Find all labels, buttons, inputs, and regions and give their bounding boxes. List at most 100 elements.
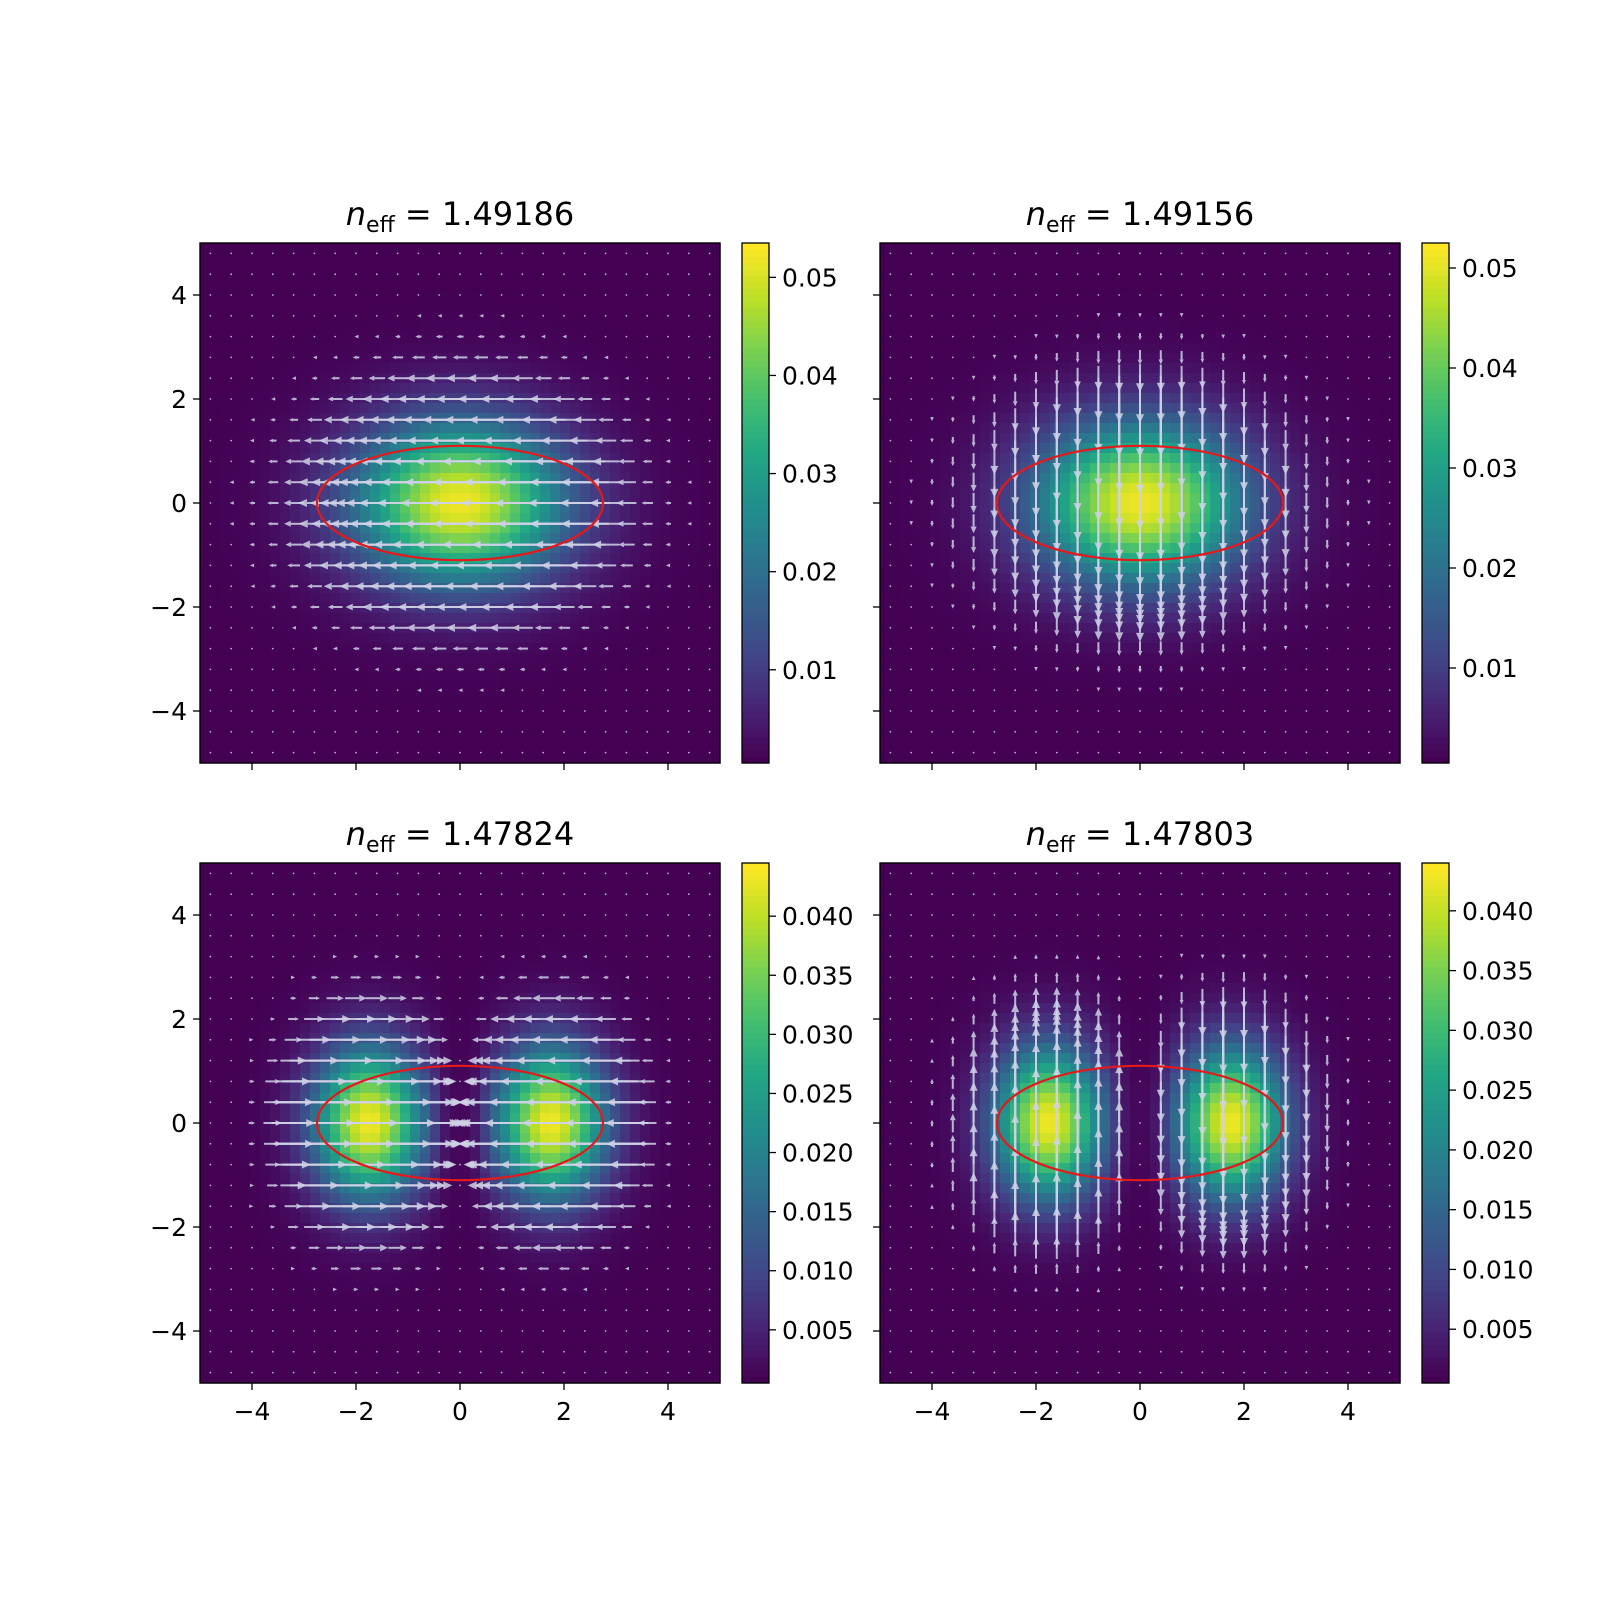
heatmap-cell	[940, 753, 951, 764]
heatmap-cell	[270, 353, 281, 364]
heatmap-cell	[980, 703, 991, 714]
heatmap-cell	[650, 453, 661, 464]
quiver-arrow	[604, 730, 607, 733]
heatmap-cell	[930, 553, 941, 564]
heatmap-cell	[360, 653, 371, 664]
heatmap-cell	[630, 263, 641, 274]
heatmap-cell	[990, 713, 1001, 724]
quiver-head	[306, 583, 313, 589]
heatmap-cell	[290, 243, 301, 254]
heatmap-cell	[530, 483, 541, 494]
heatmap-cell	[580, 473, 591, 484]
heatmap-cell	[530, 403, 541, 414]
heatmap-cell	[890, 733, 901, 744]
heatmap-cell	[330, 753, 341, 764]
heatmap-cell	[410, 403, 421, 414]
heatmap-cell	[230, 533, 241, 544]
heatmap-cell	[480, 673, 491, 684]
heatmap-cell	[680, 583, 691, 594]
heatmap-cell	[680, 353, 691, 364]
heatmap-cell	[680, 313, 691, 324]
heatmap-cell	[430, 653, 441, 664]
heatmap-cell	[320, 253, 331, 264]
heatmap-cell	[940, 523, 951, 534]
heatmap-cell	[1030, 673, 1041, 684]
quiver-arrow	[477, 667, 485, 672]
heatmap-cell	[960, 543, 971, 554]
quiver-arrow	[349, 376, 363, 381]
heatmap-cell	[400, 413, 411, 424]
heatmap-cell	[500, 533, 511, 544]
heatmap-cell	[960, 313, 971, 324]
heatmap-cell	[660, 693, 671, 704]
heatmap-cell	[640, 573, 651, 584]
heatmap-cell	[510, 523, 521, 534]
heatmap-cell	[330, 603, 341, 614]
heatmap-cell	[380, 473, 391, 484]
heatmap-cell	[270, 503, 281, 514]
heatmap-cell	[890, 403, 901, 414]
heatmap-cell	[520, 753, 531, 764]
heatmap-cell	[300, 703, 311, 714]
heatmap-cell	[320, 363, 331, 374]
heatmap-cell	[240, 493, 251, 504]
quiver-arrow	[251, 668, 253, 671]
quiver-arrow	[646, 668, 649, 671]
heatmap-cell	[950, 353, 961, 364]
y-tick-label: −2	[150, 593, 187, 622]
heatmap-cell	[610, 693, 621, 704]
colorbar-segment	[742, 275, 769, 283]
heatmap-cell	[210, 623, 221, 634]
heatmap-cell	[620, 533, 631, 544]
heatmap-cell	[320, 283, 331, 294]
quiver-arrow	[708, 439, 711, 442]
quiver-arrow	[667, 252, 669, 255]
heatmap-cell	[230, 513, 241, 524]
heatmap-cell	[550, 493, 561, 504]
heatmap-cell	[370, 723, 381, 734]
heatmap-cell	[650, 393, 661, 404]
heatmap-cell	[560, 733, 571, 744]
heatmap-cell	[330, 343, 341, 354]
heatmap-cell	[280, 613, 291, 624]
heatmap-cell	[420, 743, 431, 754]
heatmap-cell	[960, 673, 971, 684]
heatmap-cell	[450, 523, 461, 534]
heatmap-cell	[940, 663, 951, 674]
heatmap-cell	[1010, 663, 1021, 674]
heatmap-cell	[670, 623, 681, 634]
heatmap-cell	[600, 723, 611, 734]
heatmap-cell	[1020, 243, 1031, 254]
heatmap-cell	[270, 643, 281, 654]
quiver-arrow	[251, 398, 253, 400]
heatmap-cell	[560, 243, 571, 254]
heatmap-cell	[610, 563, 621, 574]
heatmap-cell	[950, 563, 961, 574]
heatmap-cell	[420, 753, 431, 764]
heatmap-cell	[310, 693, 321, 704]
heatmap-cell	[900, 583, 911, 594]
heatmap-cell	[480, 743, 491, 754]
quiver-head	[249, 542, 254, 547]
heatmap-cell	[450, 663, 461, 674]
heatmap-cell	[380, 703, 391, 714]
heatmap-cell	[970, 613, 981, 624]
heatmap-cell	[680, 433, 691, 444]
heatmap-cell	[1000, 353, 1011, 364]
heatmap-cell	[210, 533, 221, 544]
heatmap-cell	[280, 363, 291, 374]
heatmap-cell	[1000, 333, 1011, 344]
heatmap-cell	[220, 633, 231, 644]
heatmap-cell	[1020, 713, 1031, 724]
heatmap-cell	[630, 533, 641, 544]
heatmap-cell	[620, 693, 631, 704]
quiver-arrow	[498, 334, 505, 339]
quiver-head	[371, 436, 381, 445]
heatmap-cell	[520, 273, 531, 284]
heatmap-cell	[600, 563, 611, 574]
heatmap-cell	[890, 523, 901, 534]
heatmap-cell	[710, 273, 721, 284]
heatmap-cell	[260, 273, 271, 284]
colorbar-segment	[742, 366, 769, 374]
heatmap-cell	[350, 403, 361, 414]
